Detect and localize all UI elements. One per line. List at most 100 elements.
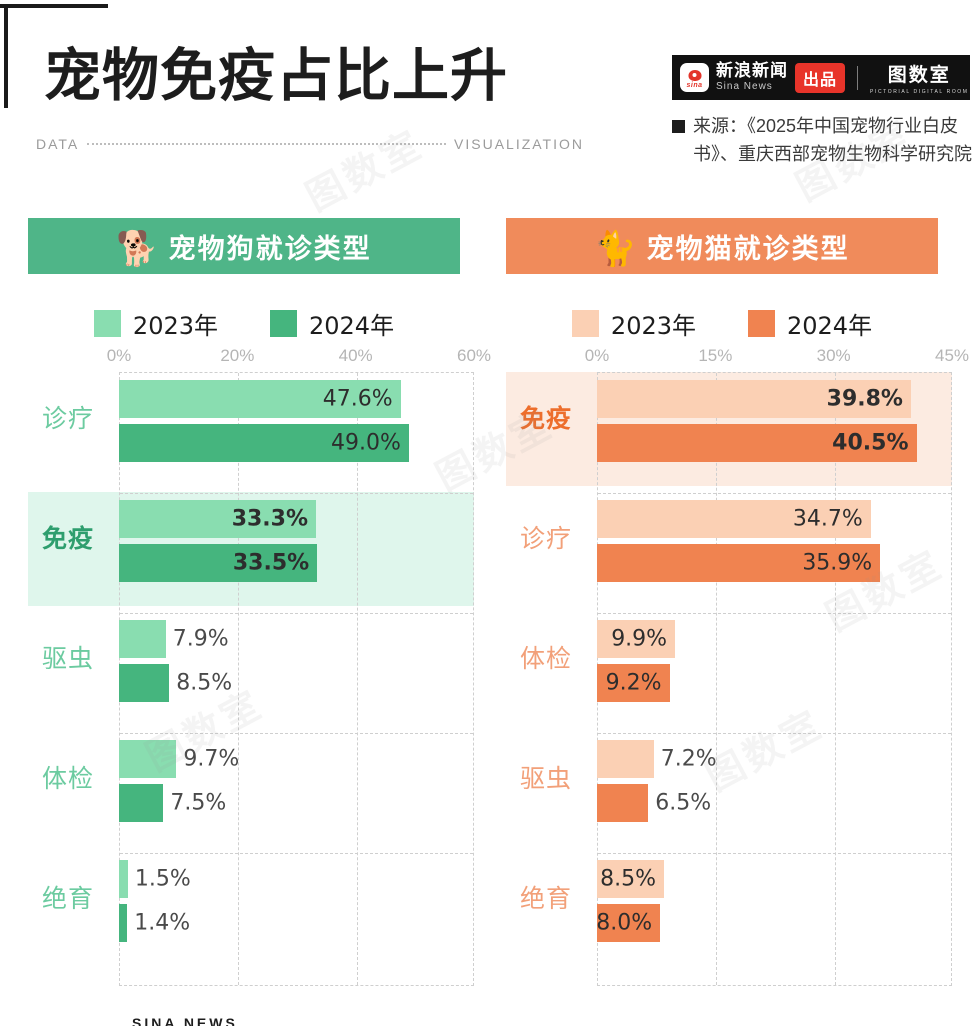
gridline-horizontal — [598, 613, 951, 614]
x-axis-tick-label: 60% — [456, 346, 492, 365]
page-header: 宠物免疫占比上升 DATA VISUALIZATION sina 新浪新闻 Si… — [0, 0, 980, 200]
footer-mark: SINA NEWS — [132, 1015, 238, 1026]
chart-category-row: 诊疗 47.6% 49.0% — [14, 380, 474, 500]
bar-2023年[interactable]: 39.8% — [597, 380, 911, 418]
bar-fill: 40.5% — [597, 424, 917, 462]
legend-item-2023[interactable]: 2023年 — [93, 306, 218, 341]
corner-frame-top — [0, 4, 108, 8]
gridline-horizontal — [598, 493, 951, 494]
bar-2024年[interactable]: 1.4% — [119, 904, 190, 942]
bar-value-label: 40.5% — [832, 430, 909, 456]
bar-2023年[interactable]: 33.3% — [119, 500, 317, 538]
category-label: 诊疗 — [42, 404, 95, 433]
category-label: 免疫 — [42, 524, 95, 553]
bar-2023年[interactable]: 47.6% — [119, 380, 401, 418]
panel-cat-header: 🐈 宠物猫就诊类型 — [506, 218, 938, 274]
bar-2024年[interactable]: 8.0% — [596, 904, 661, 942]
bar-fill: 47.6% — [119, 380, 401, 418]
bar-value-label: 8.5% — [600, 866, 657, 892]
panel-cat-chart: 0% 15% 30% 45% 免疫 39.8% 40.5% 诊疗 34.7% 35.9% 体检 9.9… — [492, 346, 969, 986]
sina-brand-en: Sina News — [716, 81, 773, 93]
bar-value-label: 6.5% — [655, 790, 712, 816]
category-label: 绝育 — [42, 884, 95, 913]
panel-dog-header: 🐕 宠物狗就诊类型 — [28, 218, 460, 274]
bar-fill: 7.9% — [119, 620, 229, 658]
bar-value-label: 7.5% — [170, 790, 227, 816]
chart-category-row: 绝育 1.5% 1.4% — [14, 860, 474, 980]
legend-label-2023: 2023年 — [610, 311, 696, 340]
sina-brand-names: 新浪新闻 Sina News — [716, 62, 788, 92]
produced-by-badge: 出品 — [795, 62, 846, 93]
bar-fill: 9.7% — [119, 740, 239, 778]
bar-fill: 8.0% — [596, 904, 661, 942]
panel-dog-title: 宠物狗就诊类型 — [168, 233, 372, 265]
x-axis: 0% 15% 30% 45% — [492, 346, 969, 372]
x-axis-tick-label: 40% — [338, 346, 373, 365]
shiba-dog-icon: 🐕 — [116, 230, 159, 268]
bar-2024年[interactable]: 33.5% — [119, 544, 318, 582]
bar-fill: 33.3% — [119, 500, 317, 538]
bar-fill: 49.0% — [119, 424, 409, 462]
bar-fill: 9.2% — [597, 664, 670, 702]
subtitle-data-label: DATA — [36, 136, 80, 152]
bar-2024年[interactable]: 7.5% — [119, 784, 226, 822]
bar-fill: 7.2% — [597, 740, 717, 778]
sina-logo-icon: sina — [680, 63, 709, 92]
panel-dog-chart: 0% 20% 40% 60% 诊疗 47.6% 49.0% 免疫 33.3% 33.5% 驱虫 7.9… — [14, 346, 491, 986]
dotted-divider — [87, 142, 447, 146]
studio-name-cn: 图数室 — [887, 64, 951, 86]
x-axis-tick-label: 30% — [816, 346, 851, 365]
gridline-horizontal — [120, 493, 473, 494]
panel-dog-legend: 2023年 2024年 — [28, 306, 460, 340]
gridline-horizontal — [598, 853, 951, 854]
bar-value-label: 33.3% — [231, 506, 309, 532]
bar-value-label: 47.6% — [322, 386, 393, 412]
bar-fill: 1.4% — [119, 904, 190, 942]
bar-2024年[interactable]: 8.5% — [119, 664, 232, 702]
bar-value-label: 9.9% — [611, 626, 668, 652]
bar-2024年[interactable]: 35.9% — [597, 544, 881, 582]
page-title: 宠物免疫占比上升 — [44, 43, 508, 109]
bar-fill: 35.9% — [597, 544, 881, 582]
category-label: 驱虫 — [520, 764, 573, 793]
bar-value-label: 34.7% — [792, 506, 863, 532]
bar-2024年[interactable]: 40.5% — [597, 424, 917, 462]
legend-swatch-2024 — [270, 309, 297, 337]
sina-eye-shape — [688, 70, 701, 81]
panel-cat: 🐈 宠物猫就诊类型 2023年 2024年 0% 15% 30% 45% 免疫 39.8%… — [492, 218, 969, 1008]
bar-2023年[interactable]: 9.9% — [597, 620, 676, 658]
bar-2023年[interactable]: 1.5% — [119, 860, 191, 898]
bar-2024年[interactable]: 6.5% — [597, 784, 711, 822]
panel-dog: 🐕 宠物狗就诊类型 2023年 2024年 0% 20% 40% 60% 诊疗 47.6%… — [14, 218, 491, 1008]
subtitle-rule: DATA VISUALIZATION — [36, 135, 584, 153]
source-bullet-icon — [672, 120, 685, 133]
gridline-vertical — [716, 373, 718, 985]
legend-item-2024[interactable]: 2024年 — [270, 306, 394, 341]
gridline-horizontal — [120, 853, 473, 854]
gridline-horizontal — [598, 733, 951, 734]
bar-fill: 34.7% — [597, 500, 871, 538]
bar-fill: 8.5% — [597, 860, 665, 898]
chart-category-row: 驱虫 7.9% 8.5% — [14, 620, 474, 740]
gridline-vertical — [238, 373, 240, 985]
category-label: 体检 — [520, 644, 573, 673]
chart-category-row: 体检 9.9% 9.2% — [492, 620, 952, 740]
bar-2023年[interactable]: 7.2% — [597, 740, 717, 778]
bar-2023年[interactable]: 7.9% — [119, 620, 229, 658]
bar-value-label: 8.5% — [176, 670, 233, 696]
bar-2024年[interactable]: 9.2% — [597, 664, 670, 702]
legend-item-2024[interactable]: 2024年 — [748, 306, 872, 341]
bar-2023年[interactable]: 34.7% — [597, 500, 871, 538]
legend-item-2023[interactable]: 2023年 — [571, 306, 696, 341]
category-label: 免疫 — [520, 404, 573, 433]
bar-2023年[interactable]: 9.7% — [119, 740, 239, 778]
chart-category-row: 绝育 8.5% 8.0% — [492, 860, 952, 980]
bar-2023年[interactable]: 8.5% — [597, 860, 665, 898]
bar-value-label: 39.8% — [826, 386, 903, 412]
cat-icon: 🐈 — [594, 230, 637, 268]
category-label: 绝育 — [520, 884, 573, 913]
x-axis-tick-label: 15% — [698, 346, 733, 365]
subtitle-visualization-label: VISUALIZATION — [454, 136, 584, 152]
bar-2024年[interactable]: 49.0% — [119, 424, 409, 462]
chart-category-row: 诊疗 34.7% 35.9% — [492, 500, 952, 620]
